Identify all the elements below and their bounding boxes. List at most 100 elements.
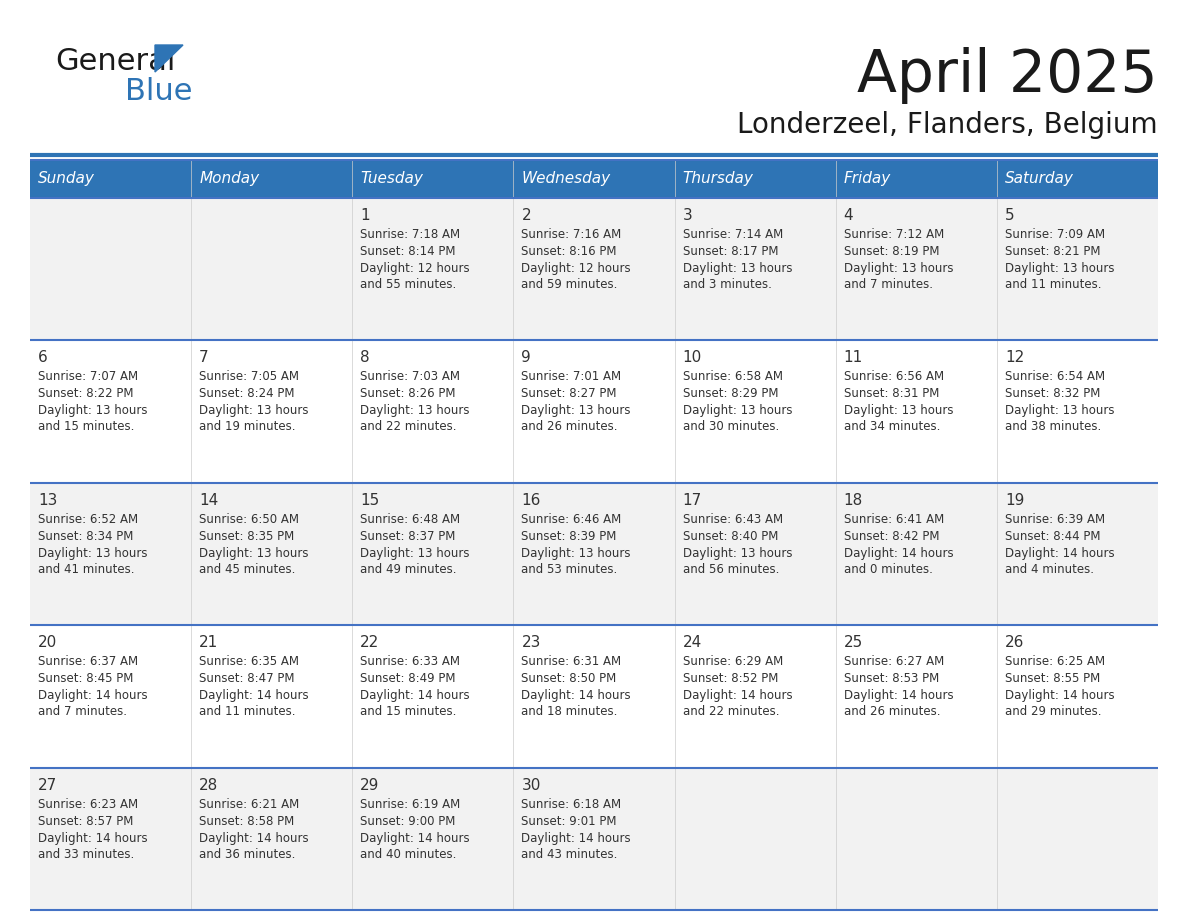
Text: Sunrise: 6:27 AM: Sunrise: 6:27 AM xyxy=(843,655,944,668)
Text: Sunrise: 6:54 AM: Sunrise: 6:54 AM xyxy=(1005,370,1105,384)
Text: Sunrise: 6:48 AM: Sunrise: 6:48 AM xyxy=(360,513,461,526)
Text: and 29 minutes.: and 29 minutes. xyxy=(1005,705,1101,718)
Text: Sunset: 8:49 PM: Sunset: 8:49 PM xyxy=(360,672,456,685)
Text: Daylight: 14 hours: Daylight: 14 hours xyxy=(683,689,792,702)
Text: 8: 8 xyxy=(360,351,369,365)
Bar xyxy=(997,160,1158,198)
Text: Sunset: 8:40 PM: Sunset: 8:40 PM xyxy=(683,530,778,543)
Text: Daylight: 13 hours: Daylight: 13 hours xyxy=(1005,262,1114,275)
Text: Sunset: 8:27 PM: Sunset: 8:27 PM xyxy=(522,387,617,400)
Text: Friday: Friday xyxy=(843,172,891,186)
Text: Daylight: 14 hours: Daylight: 14 hours xyxy=(360,689,470,702)
Text: Daylight: 12 hours: Daylight: 12 hours xyxy=(522,262,631,275)
Text: Daylight: 13 hours: Daylight: 13 hours xyxy=(38,547,147,560)
Text: Sunrise: 6:46 AM: Sunrise: 6:46 AM xyxy=(522,513,621,526)
Text: Daylight: 13 hours: Daylight: 13 hours xyxy=(843,405,953,418)
Text: Daylight: 13 hours: Daylight: 13 hours xyxy=(360,405,469,418)
Text: 9: 9 xyxy=(522,351,531,365)
Text: Sunrise: 6:18 AM: Sunrise: 6:18 AM xyxy=(522,798,621,811)
Text: 11: 11 xyxy=(843,351,862,365)
Text: Sunrise: 6:41 AM: Sunrise: 6:41 AM xyxy=(843,513,944,526)
Text: April 2025: April 2025 xyxy=(858,47,1158,104)
Text: Daylight: 14 hours: Daylight: 14 hours xyxy=(843,689,953,702)
Text: and 53 minutes.: and 53 minutes. xyxy=(522,563,618,576)
Text: Sunset: 8:52 PM: Sunset: 8:52 PM xyxy=(683,672,778,685)
Text: Sunrise: 6:37 AM: Sunrise: 6:37 AM xyxy=(38,655,138,668)
Text: Daylight: 13 hours: Daylight: 13 hours xyxy=(683,547,792,560)
Text: Sunset: 9:00 PM: Sunset: 9:00 PM xyxy=(360,814,456,828)
Bar xyxy=(675,160,835,198)
Text: and 38 minutes.: and 38 minutes. xyxy=(1005,420,1101,433)
Text: Sunrise: 7:14 AM: Sunrise: 7:14 AM xyxy=(683,228,783,241)
Bar xyxy=(30,198,1158,341)
Text: 18: 18 xyxy=(843,493,862,508)
Text: Sunset: 8:29 PM: Sunset: 8:29 PM xyxy=(683,387,778,400)
Text: and 11 minutes.: and 11 minutes. xyxy=(200,705,296,718)
Text: General: General xyxy=(55,48,176,76)
Text: 16: 16 xyxy=(522,493,541,508)
Text: Sunset: 8:31 PM: Sunset: 8:31 PM xyxy=(843,387,939,400)
Bar xyxy=(191,160,353,198)
Text: Sunset: 8:14 PM: Sunset: 8:14 PM xyxy=(360,245,456,258)
Text: Sunset: 8:21 PM: Sunset: 8:21 PM xyxy=(1005,245,1100,258)
Text: Daylight: 14 hours: Daylight: 14 hours xyxy=(1005,547,1114,560)
Text: Sunrise: 6:23 AM: Sunrise: 6:23 AM xyxy=(38,798,138,811)
Text: and 33 minutes.: and 33 minutes. xyxy=(38,847,134,860)
Text: 27: 27 xyxy=(38,778,57,792)
Text: and 4 minutes.: and 4 minutes. xyxy=(1005,563,1094,576)
Text: Daylight: 13 hours: Daylight: 13 hours xyxy=(683,262,792,275)
Text: Sunset: 8:47 PM: Sunset: 8:47 PM xyxy=(200,672,295,685)
Text: and 36 minutes.: and 36 minutes. xyxy=(200,847,296,860)
Text: 12: 12 xyxy=(1005,351,1024,365)
Text: and 49 minutes.: and 49 minutes. xyxy=(360,563,456,576)
Text: Sunrise: 7:09 AM: Sunrise: 7:09 AM xyxy=(1005,228,1105,241)
Text: Sunrise: 7:18 AM: Sunrise: 7:18 AM xyxy=(360,228,461,241)
Text: Daylight: 14 hours: Daylight: 14 hours xyxy=(843,547,953,560)
Text: 21: 21 xyxy=(200,635,219,650)
Text: and 7 minutes.: and 7 minutes. xyxy=(38,705,127,718)
Text: Daylight: 13 hours: Daylight: 13 hours xyxy=(200,405,309,418)
Text: Sunset: 8:55 PM: Sunset: 8:55 PM xyxy=(1005,672,1100,685)
Text: Sunset: 8:39 PM: Sunset: 8:39 PM xyxy=(522,530,617,543)
Text: Daylight: 14 hours: Daylight: 14 hours xyxy=(200,689,309,702)
Text: 7: 7 xyxy=(200,351,209,365)
Text: Blue: Blue xyxy=(125,77,192,106)
Text: Daylight: 13 hours: Daylight: 13 hours xyxy=(843,262,953,275)
Text: Sunset: 8:58 PM: Sunset: 8:58 PM xyxy=(200,814,295,828)
Text: Sunrise: 6:43 AM: Sunrise: 6:43 AM xyxy=(683,513,783,526)
Text: and 15 minutes.: and 15 minutes. xyxy=(38,420,134,433)
Text: Sunset: 8:37 PM: Sunset: 8:37 PM xyxy=(360,530,456,543)
Text: Sunrise: 6:33 AM: Sunrise: 6:33 AM xyxy=(360,655,460,668)
Text: Sunset: 8:34 PM: Sunset: 8:34 PM xyxy=(38,530,133,543)
Text: and 59 minutes.: and 59 minutes. xyxy=(522,278,618,291)
Bar xyxy=(30,483,1158,625)
Text: and 40 minutes.: and 40 minutes. xyxy=(360,847,456,860)
Text: Daylight: 14 hours: Daylight: 14 hours xyxy=(522,832,631,845)
Text: 15: 15 xyxy=(360,493,379,508)
Text: Sunset: 8:45 PM: Sunset: 8:45 PM xyxy=(38,672,133,685)
Text: Sunrise: 6:35 AM: Sunrise: 6:35 AM xyxy=(200,655,299,668)
Text: Sunrise: 7:07 AM: Sunrise: 7:07 AM xyxy=(38,370,138,384)
Text: Daylight: 13 hours: Daylight: 13 hours xyxy=(360,547,469,560)
Text: 4: 4 xyxy=(843,208,853,223)
Text: 30: 30 xyxy=(522,778,541,792)
Text: and 26 minutes.: and 26 minutes. xyxy=(522,420,618,433)
Text: and 45 minutes.: and 45 minutes. xyxy=(200,563,296,576)
Text: Sunday: Sunday xyxy=(38,172,95,186)
Text: Sunset: 8:53 PM: Sunset: 8:53 PM xyxy=(843,672,939,685)
Text: 24: 24 xyxy=(683,635,702,650)
Polygon shape xyxy=(154,45,183,72)
Text: Daylight: 12 hours: Daylight: 12 hours xyxy=(360,262,470,275)
Text: Sunrise: 6:25 AM: Sunrise: 6:25 AM xyxy=(1005,655,1105,668)
Text: and 41 minutes.: and 41 minutes. xyxy=(38,563,134,576)
Text: Sunrise: 6:52 AM: Sunrise: 6:52 AM xyxy=(38,513,138,526)
Bar xyxy=(835,160,997,198)
Text: Sunrise: 6:21 AM: Sunrise: 6:21 AM xyxy=(200,798,299,811)
Text: Thursday: Thursday xyxy=(683,172,753,186)
Text: Daylight: 14 hours: Daylight: 14 hours xyxy=(38,689,147,702)
Text: and 56 minutes.: and 56 minutes. xyxy=(683,563,779,576)
Text: Sunset: 8:17 PM: Sunset: 8:17 PM xyxy=(683,245,778,258)
Bar xyxy=(353,160,513,198)
Bar xyxy=(513,160,675,198)
Text: and 15 minutes.: and 15 minutes. xyxy=(360,705,456,718)
